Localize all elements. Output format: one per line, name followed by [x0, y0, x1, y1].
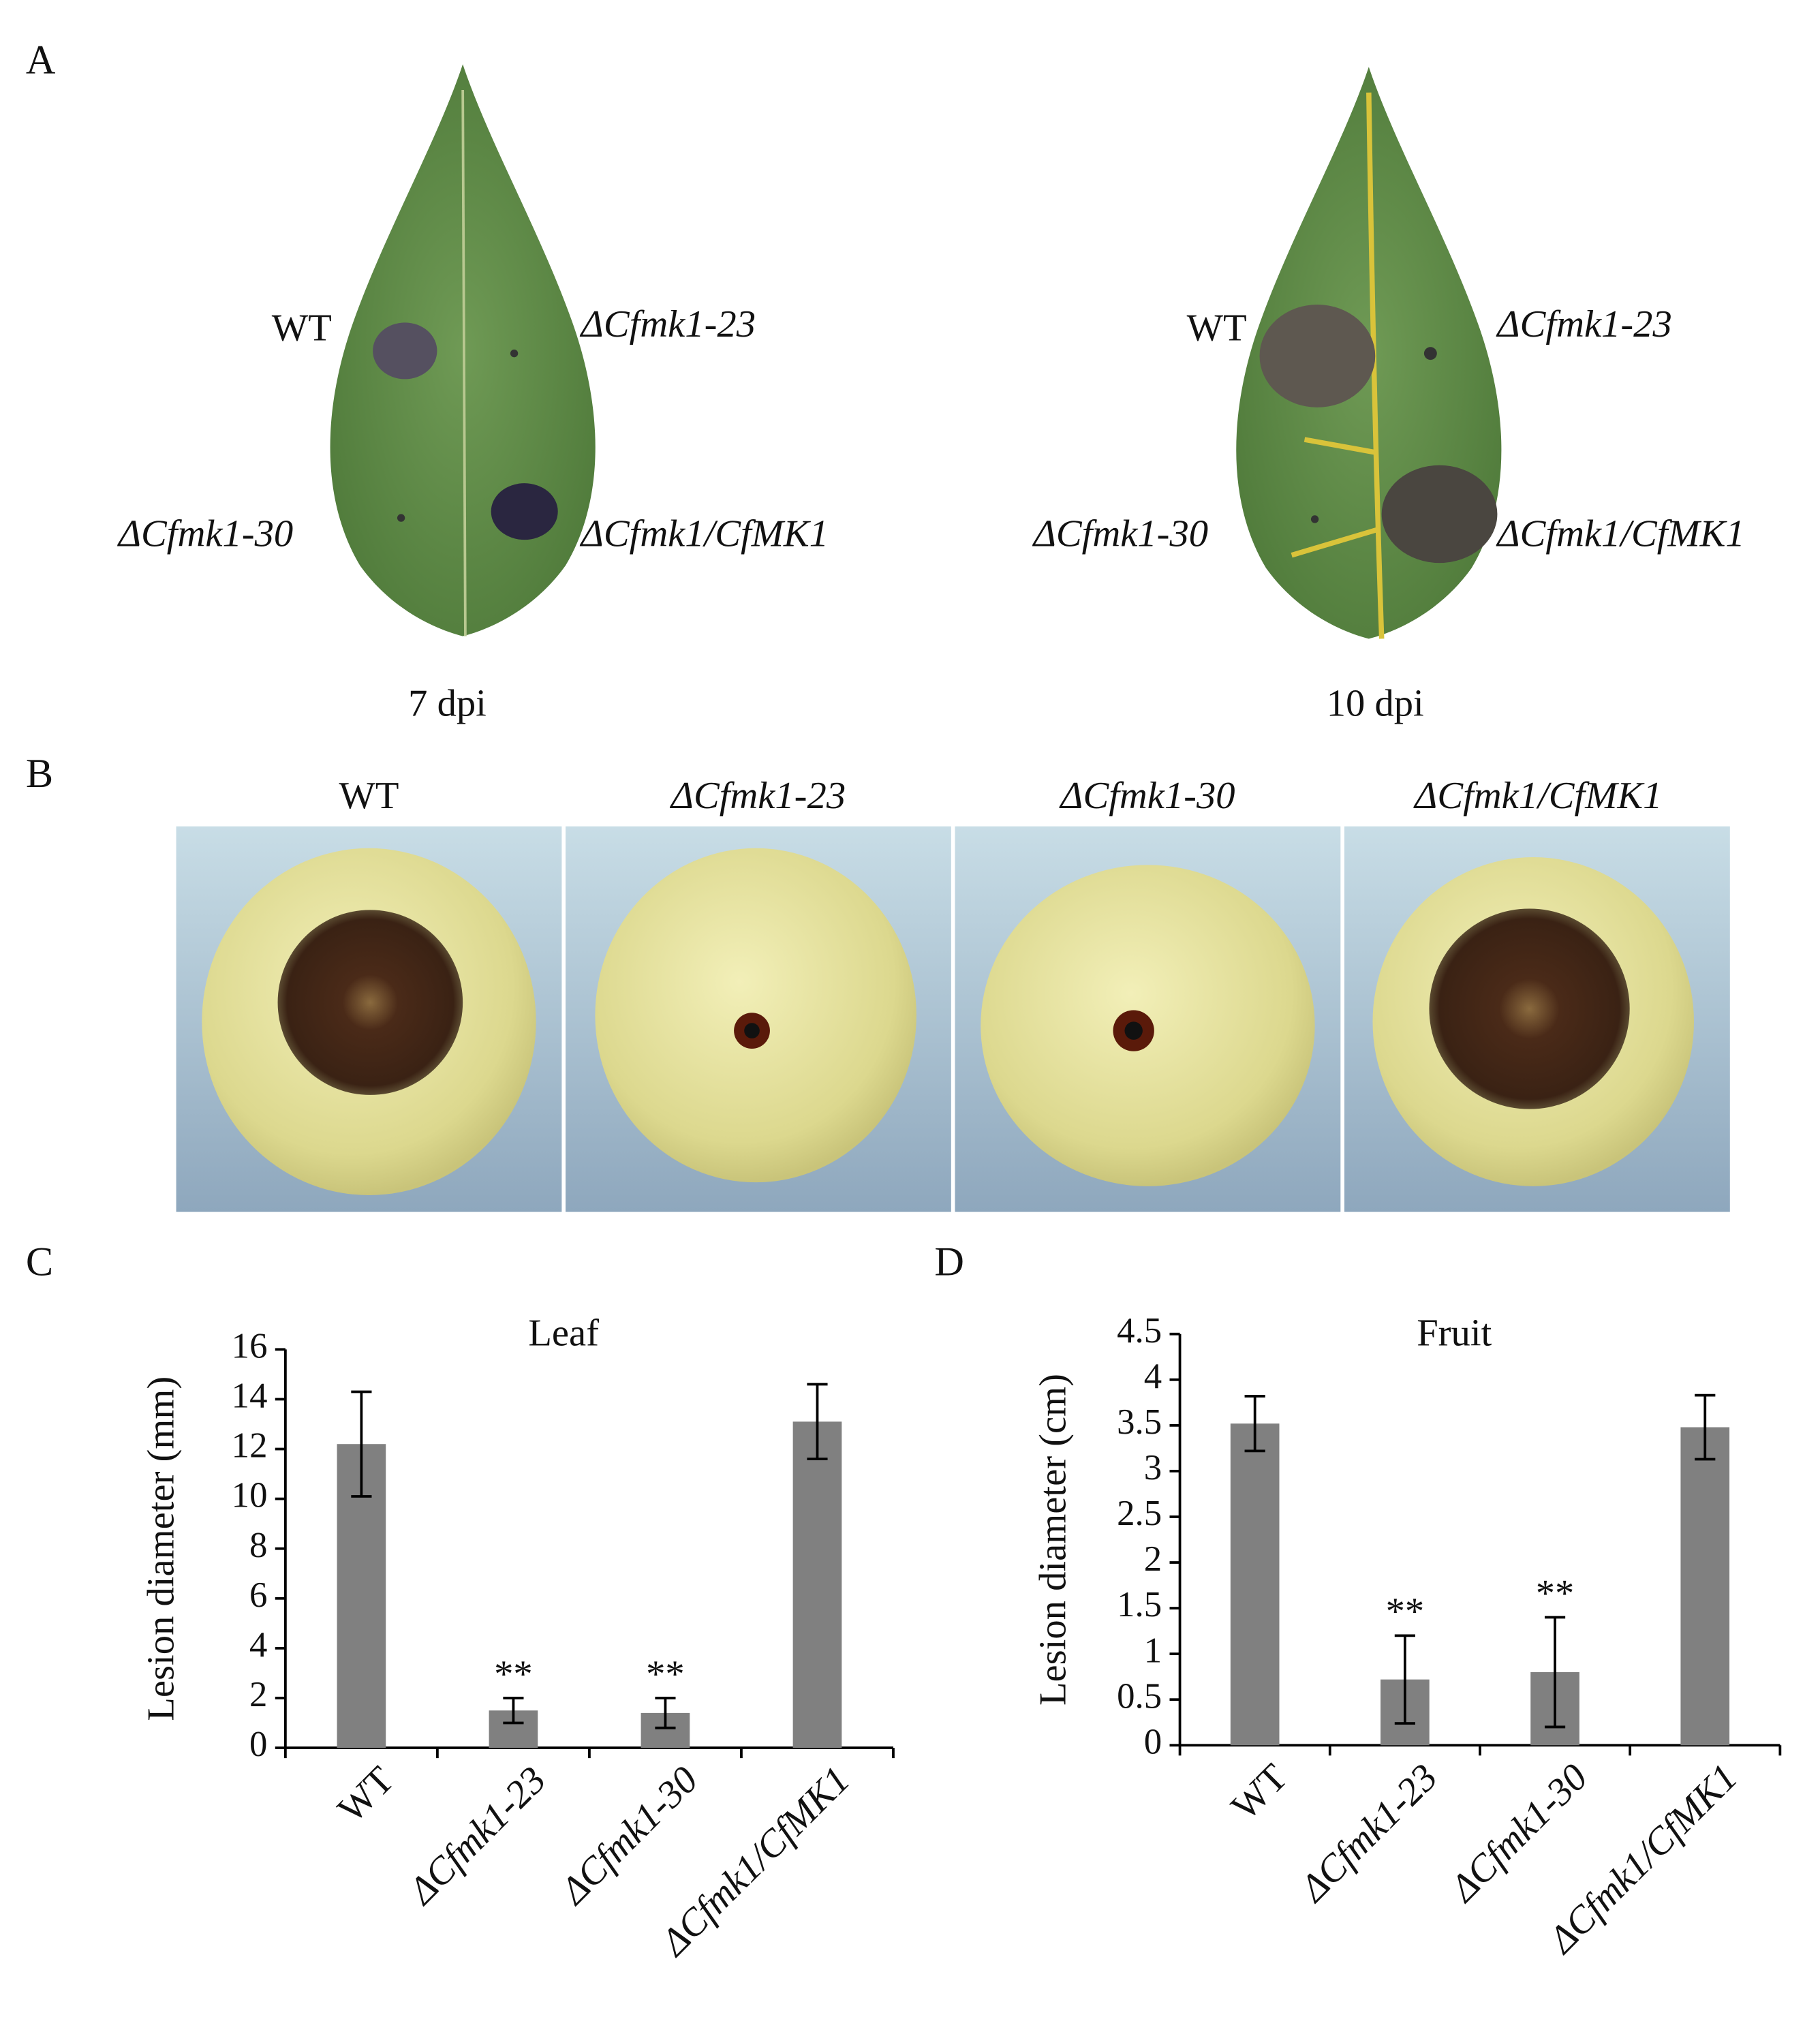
error-bar — [503, 1697, 524, 1725]
y-tick-label: 6 — [249, 1575, 267, 1615]
y-axis-label: Lesion diameter (cm) — [1032, 1374, 1074, 1706]
leaf-label: ΔCfmk1/CfMK1 — [580, 512, 829, 555]
column-label: ΔCfmk1/CfMK1 — [1413, 775, 1662, 817]
bar — [792, 1421, 842, 1748]
y-tick-label: 0 — [1144, 1722, 1162, 1761]
y-tick-label: 3.5 — [1117, 1402, 1162, 1442]
significance-label: ** — [1536, 1572, 1575, 1614]
bar — [1680, 1427, 1730, 1746]
leaf-label: WT — [272, 307, 332, 350]
y-tick-label: 3 — [1144, 1448, 1162, 1488]
significance-label: ** — [646, 1653, 685, 1695]
panel-label: C — [26, 1239, 53, 1285]
y-tick-label: 10 — [232, 1476, 268, 1515]
x-tick-label: ΔCfmk1-23 — [1291, 1756, 1446, 1911]
chart-title: Leaf — [528, 1312, 599, 1354]
y-tick-label: 1.5 — [1117, 1585, 1162, 1624]
y-tick-label: 14 — [232, 1376, 268, 1416]
y-tick-label: 2.5 — [1117, 1494, 1162, 1533]
chart-title: Fruit — [1417, 1312, 1492, 1354]
leaf-caption: 10 dpi — [1327, 682, 1424, 724]
column-label: ΔCfmk1-23 — [670, 775, 846, 817]
error-bar — [1544, 1616, 1566, 1729]
x-tick-label: WT — [1223, 1756, 1295, 1828]
y-tick-label: 0.5 — [1117, 1676, 1162, 1716]
leaf-label: ΔCfmk1-30 — [1032, 512, 1208, 555]
fruit-photo — [176, 826, 562, 1212]
error-bar — [655, 1697, 676, 1729]
x-tick-label: WT — [330, 1759, 402, 1831]
y-tick-label: 4 — [1144, 1357, 1162, 1396]
error-bar — [1394, 1634, 1415, 1725]
significance-label: ** — [1386, 1590, 1425, 1633]
column-label: WT — [339, 775, 399, 817]
fruit-photo — [566, 826, 951, 1212]
leaf-label: ΔCfmk1-23 — [1496, 303, 1671, 345]
x-tick-label: ΔCfmk1-23 — [400, 1759, 555, 1913]
leaf-caption: 7 dpi — [408, 682, 487, 724]
x-tick-label: ΔCfmk1-30 — [552, 1759, 707, 1913]
bar — [1230, 1423, 1280, 1746]
leaf-label: ΔCfmk1-30 — [117, 512, 293, 555]
error-bar — [807, 1383, 828, 1461]
leaf-label: WT — [1187, 307, 1247, 350]
y-tick-label: 2 — [249, 1675, 267, 1714]
error-bar — [351, 1390, 372, 1498]
leaf-label: ΔCfmk1/CfMK1 — [1496, 512, 1744, 555]
y-tick-label: 2 — [1144, 1539, 1162, 1579]
fruit-photo — [955, 826, 1341, 1212]
fruit-photo — [1344, 826, 1730, 1212]
panel-label: B — [26, 751, 53, 797]
y-tick-label: 8 — [249, 1526, 267, 1565]
y-axis-label: Lesion diameter (mm) — [140, 1376, 183, 1721]
x-tick-label: ΔCfmk1-30 — [1441, 1756, 1596, 1911]
y-tick-label: 0 — [249, 1725, 267, 1764]
leaf-label: ΔCfmk1-23 — [580, 303, 756, 345]
column-label: ΔCfmk1-30 — [1059, 775, 1235, 817]
panel-label: A — [26, 37, 56, 83]
y-tick-label: 16 — [232, 1326, 268, 1366]
leaf-photo — [1236, 67, 1502, 639]
y-tick-label: 12 — [232, 1426, 268, 1466]
y-tick-label: 1 — [1144, 1631, 1162, 1670]
leaf-photo — [330, 64, 596, 636]
panel-label: D — [934, 1239, 964, 1285]
y-tick-label: 4.5 — [1117, 1311, 1162, 1351]
error-bar — [1695, 1393, 1716, 1461]
significance-label: ** — [494, 1653, 533, 1695]
y-tick-label: 4 — [249, 1625, 267, 1665]
error-bar — [1244, 1395, 1265, 1453]
